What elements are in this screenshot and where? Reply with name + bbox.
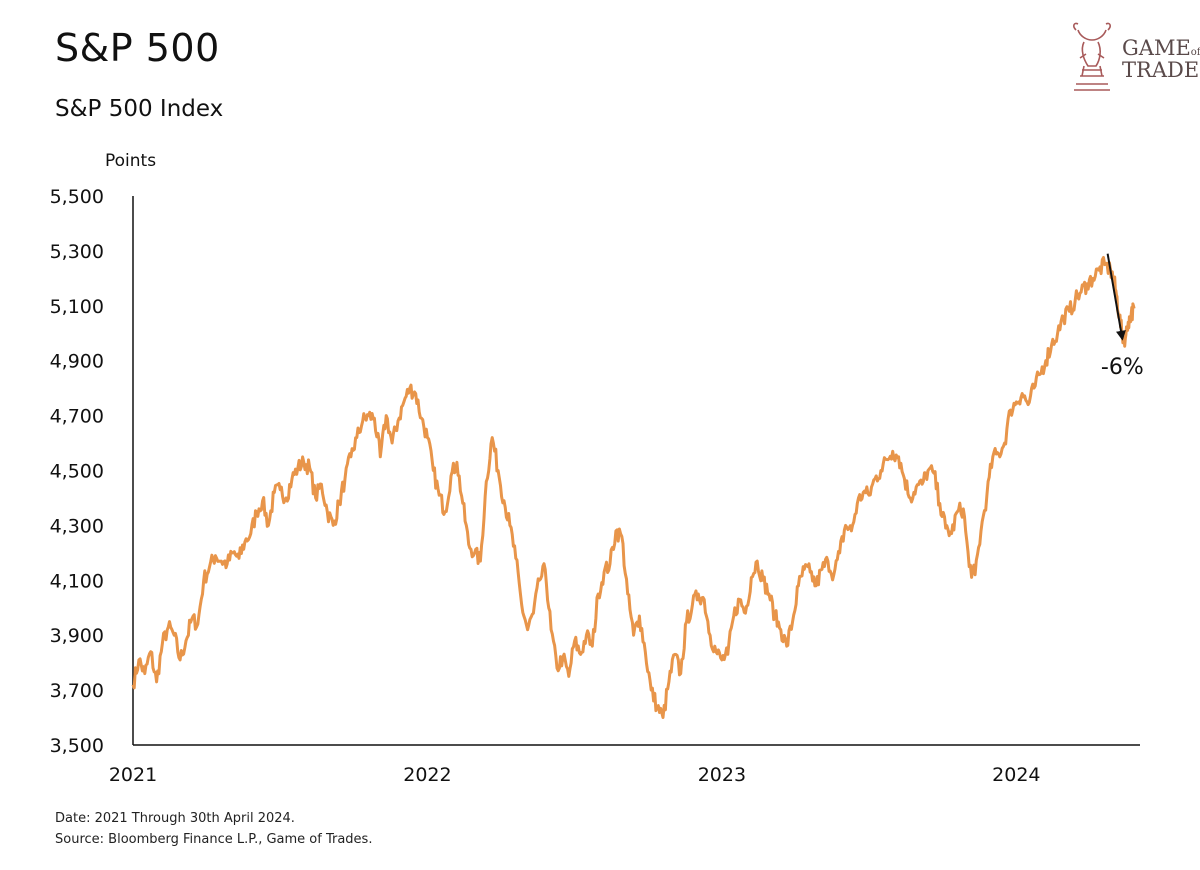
y-tick-label: 5,300 (50, 241, 104, 263)
game-of-trades-logo: GAMEof TRADES (1066, 20, 1200, 96)
x-tick-label: 2023 (698, 764, 746, 786)
x-tick-label: 2022 (403, 764, 451, 786)
series-line-0 (131, 256, 1113, 719)
x-axis-ticks: 2021 2022 2023 2024 (109, 764, 1041, 786)
bull-chess-knight-icon (1073, 22, 1111, 91)
y-tick-label: 3,700 (50, 680, 104, 702)
y-tick-label: 5,100 (50, 296, 104, 318)
y-tick-label: 3,900 (50, 625, 104, 647)
x-tick-label: 2024 (992, 764, 1040, 786)
footer-source-note: Source: Bloomberg Finance L.P., Game of … (55, 832, 373, 847)
logo-text-line2: TRADES (1122, 58, 1200, 82)
y-tick-label: 4,100 (50, 570, 104, 592)
y-tick-label: 4,500 (50, 461, 104, 483)
logo-text-line1: GAMEof (1122, 36, 1200, 60)
chart-subtitle: S&P 500 Index (55, 96, 224, 122)
y-tick-label: 4,700 (50, 406, 104, 428)
y-tick-label: 4,900 (50, 351, 104, 373)
chart-title: S&P 500 (55, 26, 220, 70)
footer-date-note: Date: 2021 Through 30th April 2024. (55, 811, 295, 826)
y-tick-label: 3,500 (50, 735, 104, 757)
y-tick-label: 4,300 (50, 515, 104, 537)
y-tick-label: 5,500 (50, 186, 104, 208)
series-group (131, 256, 1136, 719)
y-axis-ticks: 5,500 5,300 5,100 4,900 4,700 4,500 4,300 4,100… (50, 186, 104, 757)
annotation-label: -6% (1101, 355, 1144, 380)
annotations: -6% (1101, 253, 1144, 380)
y-axis-label: Points (105, 151, 157, 171)
decline-arrow (1106, 253, 1126, 341)
x-tick-label: 2021 (109, 764, 157, 786)
